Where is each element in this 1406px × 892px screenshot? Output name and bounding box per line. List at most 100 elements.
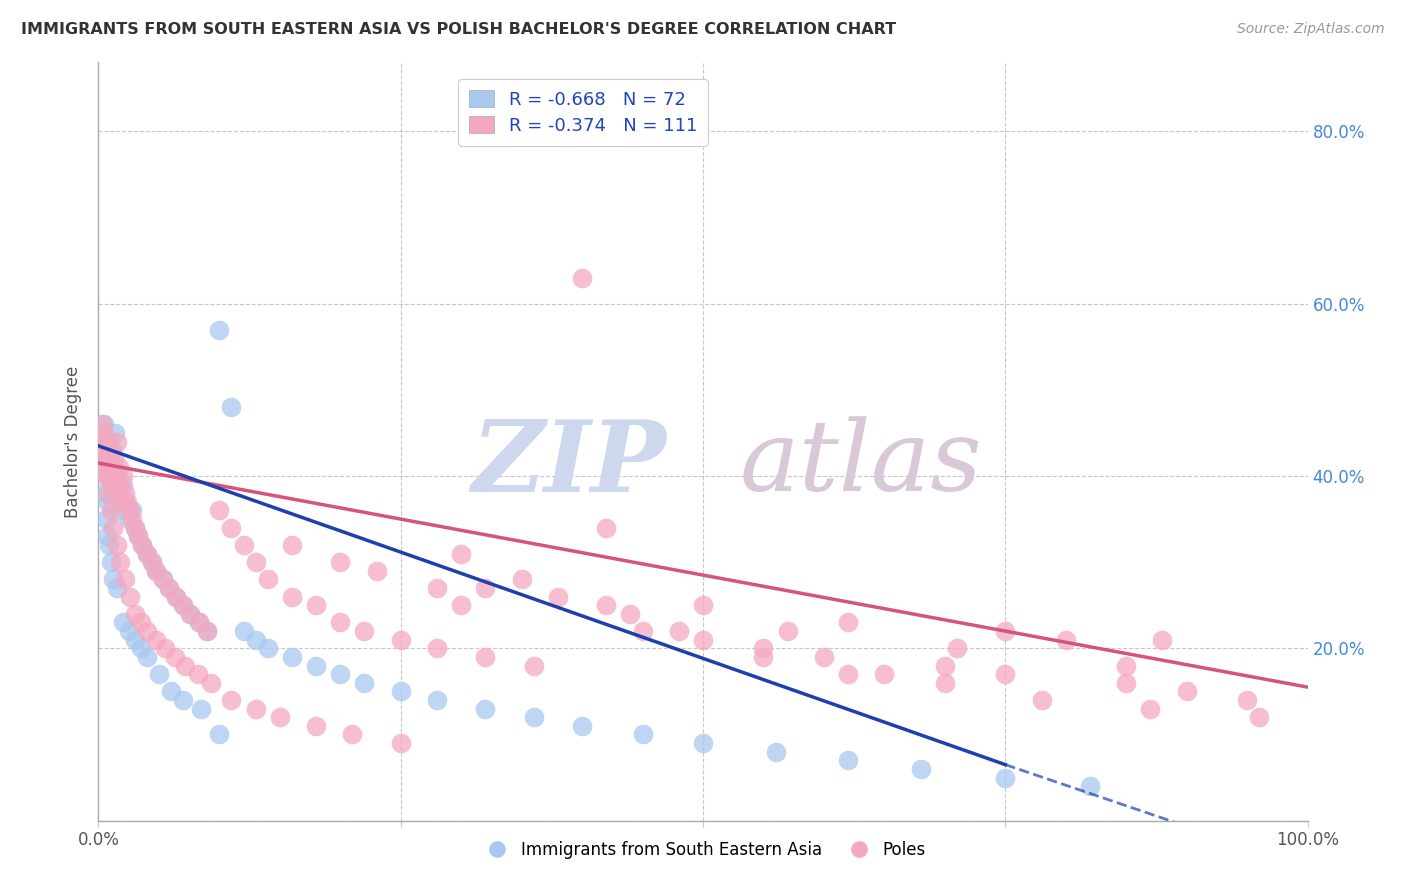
Point xyxy=(94,443,117,458)
Point xyxy=(100,555,122,569)
Point xyxy=(104,425,127,440)
Point xyxy=(118,512,141,526)
Point xyxy=(90,434,112,449)
Point xyxy=(994,624,1017,639)
Point xyxy=(187,667,209,681)
Point xyxy=(281,590,304,604)
Point xyxy=(873,667,896,681)
Point xyxy=(90,451,112,466)
Point xyxy=(366,564,388,578)
Point xyxy=(631,624,654,639)
Point xyxy=(837,615,859,630)
Point xyxy=(135,547,157,561)
Point xyxy=(135,547,157,561)
Point xyxy=(104,469,127,483)
Point xyxy=(208,727,231,741)
Point xyxy=(595,521,617,535)
Point xyxy=(145,564,167,578)
Point xyxy=(152,573,174,587)
Point xyxy=(571,719,593,733)
Point xyxy=(305,658,328,673)
Point xyxy=(221,400,243,414)
Point xyxy=(124,521,146,535)
Text: IMMIGRANTS FROM SOUTH EASTERN ASIA VS POLISH BACHELOR'S DEGREE CORRELATION CHART: IMMIGRANTS FROM SOUTH EASTERN ASIA VS PO… xyxy=(21,22,896,37)
Point xyxy=(124,632,146,647)
Point xyxy=(353,675,375,690)
Point xyxy=(124,607,146,621)
Point xyxy=(97,486,120,500)
Point xyxy=(523,710,546,724)
Point xyxy=(305,599,328,613)
Point xyxy=(329,555,352,569)
Point xyxy=(157,581,180,595)
Point xyxy=(101,486,124,500)
Point xyxy=(994,667,1017,681)
Point xyxy=(118,590,141,604)
Point xyxy=(107,486,129,500)
Point xyxy=(329,615,352,630)
Point xyxy=(108,555,131,569)
Point xyxy=(98,538,121,552)
Point xyxy=(163,649,186,664)
Point xyxy=(110,495,132,509)
Point xyxy=(389,684,412,698)
Point xyxy=(105,469,128,483)
Point xyxy=(100,503,122,517)
Point xyxy=(994,771,1017,785)
Point xyxy=(426,581,449,595)
Point xyxy=(765,745,787,759)
Point xyxy=(111,469,134,483)
Point xyxy=(195,624,218,639)
Point xyxy=(305,719,328,733)
Point xyxy=(91,434,114,449)
Point xyxy=(121,503,143,517)
Y-axis label: Bachelor's Degree: Bachelor's Degree xyxy=(65,366,83,517)
Point xyxy=(329,667,352,681)
Point xyxy=(93,451,115,466)
Point xyxy=(111,615,134,630)
Point xyxy=(105,538,128,552)
Point xyxy=(172,599,194,613)
Point xyxy=(200,675,222,690)
Point xyxy=(474,581,496,595)
Point xyxy=(934,658,956,673)
Point xyxy=(96,529,118,543)
Point xyxy=(190,701,212,715)
Point xyxy=(96,434,118,449)
Point xyxy=(145,564,167,578)
Point xyxy=(837,667,859,681)
Point xyxy=(342,727,364,741)
Point xyxy=(776,624,799,639)
Point xyxy=(97,434,120,449)
Point xyxy=(108,460,131,475)
Point xyxy=(114,486,136,500)
Point xyxy=(107,486,129,500)
Point xyxy=(474,649,496,664)
Point xyxy=(160,684,183,698)
Point xyxy=(100,443,122,458)
Point xyxy=(97,495,120,509)
Point xyxy=(692,599,714,613)
Point xyxy=(94,512,117,526)
Point xyxy=(389,632,412,647)
Point xyxy=(153,641,176,656)
Point xyxy=(1139,701,1161,715)
Point xyxy=(114,573,136,587)
Point xyxy=(1115,658,1137,673)
Point xyxy=(174,658,197,673)
Point xyxy=(100,460,122,475)
Point xyxy=(91,460,114,475)
Point xyxy=(97,451,120,466)
Point xyxy=(103,460,125,475)
Point xyxy=(108,503,131,517)
Point xyxy=(208,322,231,336)
Point xyxy=(100,443,122,458)
Point xyxy=(256,573,278,587)
Point xyxy=(353,624,375,639)
Point xyxy=(165,590,187,604)
Point xyxy=(1031,693,1053,707)
Point xyxy=(121,512,143,526)
Point xyxy=(127,529,149,543)
Point xyxy=(94,460,117,475)
Point xyxy=(93,417,115,432)
